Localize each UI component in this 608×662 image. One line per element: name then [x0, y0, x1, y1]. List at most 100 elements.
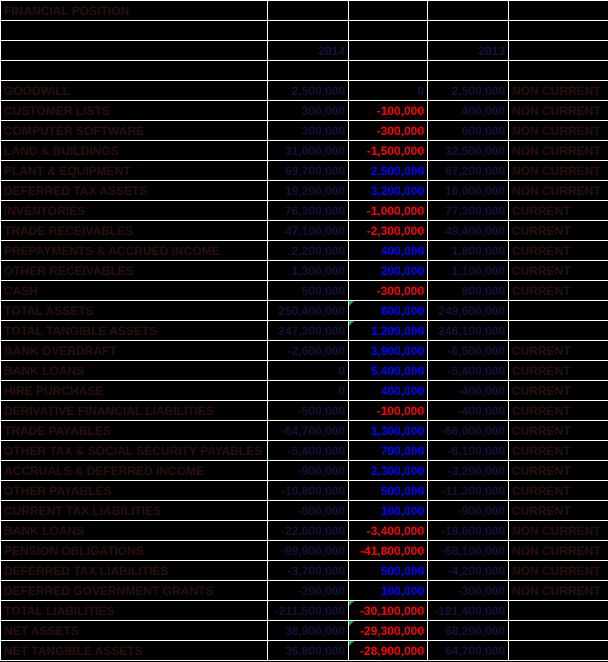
value-2014-cell[interactable]: 38,900,000 [267, 620, 349, 641]
delta-cell[interactable]: 500,000 [348, 480, 428, 501]
empty-cell[interactable] [508, 60, 608, 81]
delta-cell[interactable]: 400,000 [348, 380, 428, 401]
classification-cell[interactable] [508, 640, 608, 661]
value-2013-cell[interactable]: 600,000 [427, 120, 509, 141]
delta-cell[interactable]: -2,300,000 [348, 220, 428, 241]
delta-cell[interactable]: 500,000 [348, 560, 428, 581]
row-label-cell[interactable]: LAND & BUILDINGS [0, 140, 268, 161]
classification-cell[interactable]: CURRENT [508, 400, 608, 421]
classification-cell[interactable] [508, 320, 608, 341]
empty-cell[interactable] [508, 0, 608, 21]
classification-cell[interactable]: NON CURRENT [508, 100, 608, 121]
value-2014-cell[interactable]: 35,800,000 [267, 640, 349, 661]
empty-cell[interactable] [348, 60, 428, 81]
value-2013-cell[interactable]: 32,500,000 [427, 140, 509, 161]
value-2013-cell[interactable]: -5,400,000 [427, 360, 509, 381]
row-label-cell[interactable]: BANK LOANS [0, 360, 268, 381]
classification-cell[interactable]: NON CURRENT [508, 180, 608, 201]
delta-cell[interactable]: -300,000 [348, 280, 428, 301]
empty-cell[interactable] [348, 40, 428, 61]
classification-cell[interactable]: CURRENT [508, 360, 608, 381]
row-label-cell[interactable]: PREPAYMENTS & ACCRUED INCOME [0, 240, 268, 261]
value-2013-cell[interactable]: -18,600,000 [427, 520, 509, 541]
row-label-cell[interactable]: OTHER PAYABLES [0, 480, 268, 501]
delta-cell[interactable]: 1,200,000 [348, 320, 428, 341]
classification-cell[interactable] [508, 300, 608, 321]
classification-cell[interactable]: NON CURRENT [508, 120, 608, 141]
value-2014-cell[interactable]: 250,400,000 [267, 300, 349, 321]
row-label-cell[interactable]: TRADE RECEIVABLES [0, 220, 268, 241]
classification-cell[interactable]: CURRENT [508, 440, 608, 461]
delta-cell[interactable]: 800,000 [348, 300, 428, 321]
value-2014-cell[interactable]: 19,200,000 [267, 180, 349, 201]
classification-cell[interactable]: CURRENT [508, 500, 608, 521]
classification-cell[interactable]: NON CURRENT [508, 140, 608, 161]
delta-cell[interactable]: 3,900,000 [348, 340, 428, 361]
row-label-cell[interactable]: DEFERRED GOVERNMENT GRANTS [0, 580, 268, 601]
sheet-title-cell[interactable]: FINANCIAL POSITION [0, 0, 268, 21]
value-2013-cell[interactable]: -181,400,000 [427, 600, 509, 621]
value-2014-cell[interactable]: -800,000 [267, 500, 349, 521]
classification-cell[interactable]: CURRENT [508, 280, 608, 301]
classification-cell[interactable] [508, 620, 608, 641]
value-2014-cell[interactable]: -99,900,000 [267, 540, 349, 561]
value-2013-cell[interactable]: 64,700,000 [427, 640, 509, 661]
value-2013-cell[interactable]: -58,100,000 [427, 540, 509, 561]
empty-cell[interactable] [348, 20, 428, 41]
empty-cell[interactable] [427, 0, 509, 21]
value-2013-cell[interactable]: 77,300,000 [427, 200, 509, 221]
delta-cell[interactable]: 2,300,000 [348, 460, 428, 481]
delta-cell[interactable]: 100,000 [348, 500, 428, 521]
delta-cell[interactable]: -100,000 [348, 400, 428, 421]
row-label-cell[interactable]: PENSION OBLIGATIONS [0, 540, 268, 561]
value-2013-cell[interactable]: 800,000 [427, 280, 509, 301]
empty-cell[interactable] [0, 20, 268, 41]
delta-cell[interactable]: -100,000 [348, 100, 428, 121]
value-2014-cell[interactable]: 1,300,000 [267, 260, 349, 281]
value-2013-cell[interactable]: -6,500,000 [427, 340, 509, 361]
delta-cell[interactable]: -41,800,000 [348, 540, 428, 561]
row-label-cell[interactable]: PLANT & EQUIPMENT [0, 160, 268, 181]
empty-cell[interactable] [348, 0, 428, 21]
row-label-cell[interactable]: DEFERRED TAX LIABILITIES [0, 560, 268, 581]
value-2014-cell[interactable]: 300,000 [267, 100, 349, 121]
delta-cell[interactable]: -1,000,000 [348, 200, 428, 221]
delta-cell[interactable]: 700,000 [348, 440, 428, 461]
delta-cell[interactable]: 0 [348, 80, 428, 101]
classification-cell[interactable]: CURRENT [508, 460, 608, 481]
value-2013-cell[interactable]: -3,200,000 [427, 460, 509, 481]
classification-cell[interactable]: CURRENT [508, 220, 608, 241]
value-2014-cell[interactable]: 300,000 [267, 120, 349, 141]
classification-cell[interactable]: CURRENT [508, 480, 608, 501]
empty-cell[interactable] [267, 0, 349, 21]
empty-cell[interactable] [427, 60, 509, 81]
value-2014-cell[interactable]: 69,700,000 [267, 160, 349, 181]
value-2013-cell[interactable]: -4,200,000 [427, 560, 509, 581]
value-2013-cell[interactable]: 2,500,000 [427, 80, 509, 101]
value-2014-cell[interactable]: 500,000 [267, 280, 349, 301]
empty-cell[interactable] [508, 20, 608, 41]
value-2014-cell[interactable]: -200,000 [267, 580, 349, 601]
row-label-cell[interactable]: DEFERRED TAX ASSETS [0, 180, 268, 201]
value-2014-cell[interactable]: 47,100,000 [267, 220, 349, 241]
value-2014-cell[interactable]: -3,700,000 [267, 560, 349, 581]
classification-cell[interactable]: NON CURRENT [508, 560, 608, 581]
value-2013-cell[interactable]: -400,000 [427, 400, 509, 421]
delta-cell[interactable]: 5,400,000 [348, 360, 428, 381]
row-label-cell[interactable]: TRADE PAYABLES [0, 420, 268, 441]
row-label-cell[interactable]: TOTAL LIABILITIES [0, 600, 268, 621]
row-label-cell[interactable]: OTHER RECEIVABLES [0, 260, 268, 281]
delta-cell[interactable]: -1,500,000 [348, 140, 428, 161]
value-2014-cell[interactable]: -22,000,000 [267, 520, 349, 541]
row-label-cell[interactable]: INVENTORIES [0, 200, 268, 221]
row-label-cell[interactable]: TOTAL TANGIBLE ASSETS [0, 320, 268, 341]
classification-cell[interactable]: NON CURRENT [508, 80, 608, 101]
row-label-cell[interactable]: BANK LOANS [0, 520, 268, 541]
year-2014-header-cell[interactable]: 2014 [267, 40, 349, 61]
delta-cell[interactable]: 200,000 [348, 260, 428, 281]
delta-cell[interactable]: -29,300,000 [348, 620, 428, 641]
delta-cell[interactable]: -300,000 [348, 120, 428, 141]
delta-cell[interactable]: 3,200,000 [348, 180, 428, 201]
value-2013-cell[interactable]: -11,300,000 [427, 480, 509, 501]
empty-cell[interactable] [0, 40, 268, 61]
